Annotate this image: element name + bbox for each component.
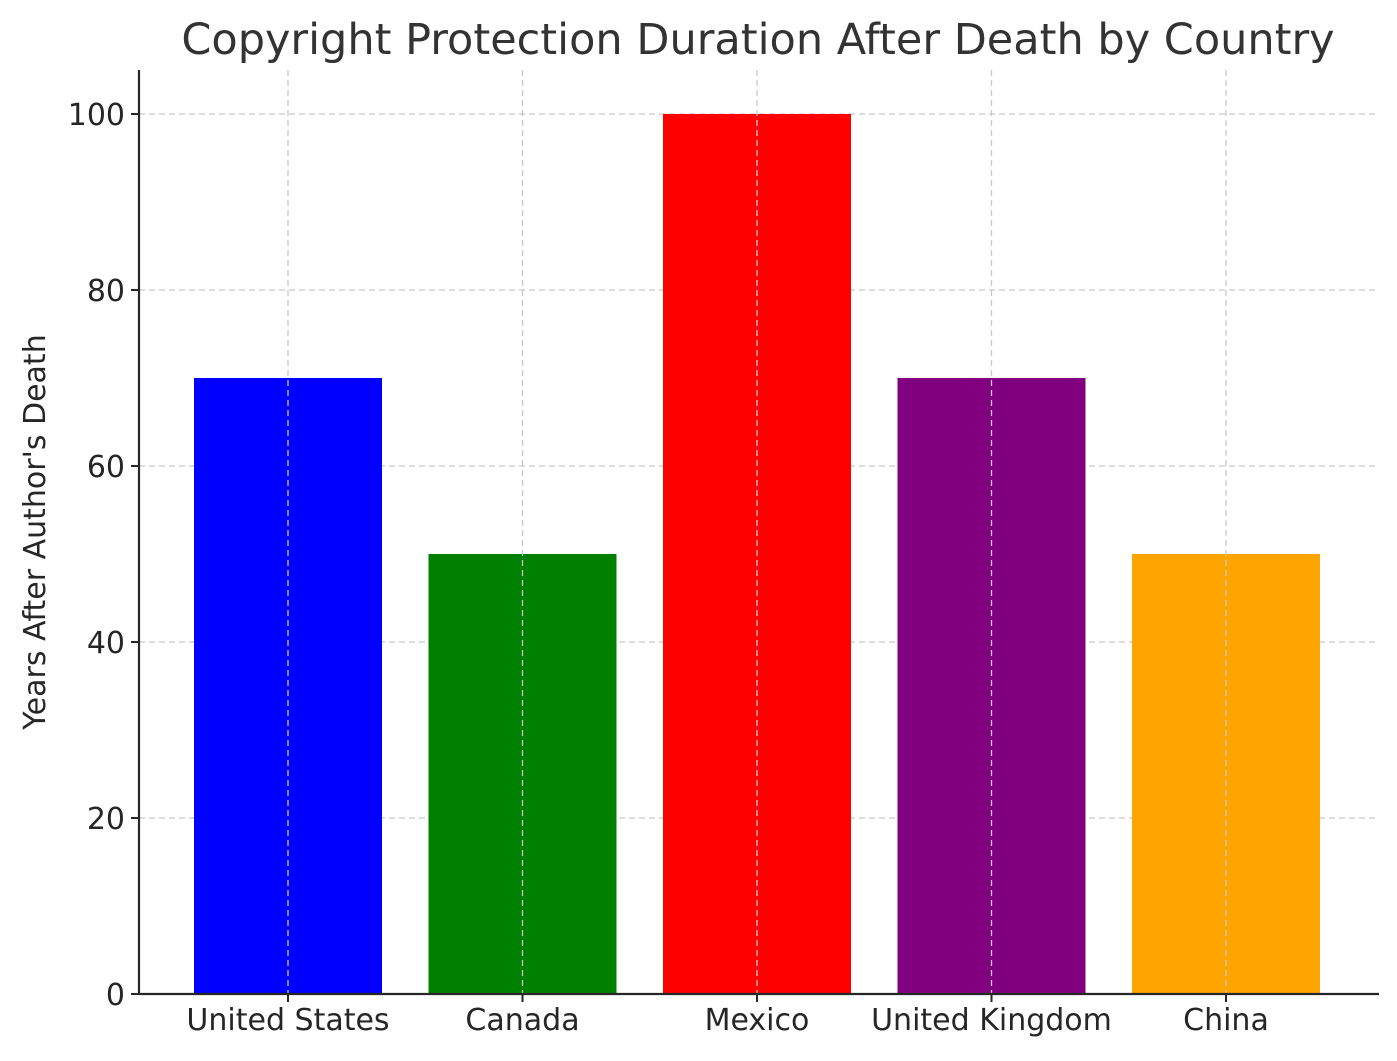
- x-tick-label: Mexico: [705, 1003, 810, 1038]
- x-tick-label: United Kingdom: [871, 1003, 1112, 1038]
- x-tick-label: United States: [186, 1003, 389, 1038]
- vertical-grid-lines: [287, 70, 1227, 994]
- y-tick-label: 80: [87, 274, 125, 309]
- y-tick-label: 0: [106, 978, 125, 1013]
- axes: [137, 70, 1379, 996]
- x-tick-label: Canada: [465, 1003, 579, 1038]
- chart-title: Copyright Protection Duration After Deat…: [181, 15, 1334, 65]
- x-tick-label: China: [1183, 1003, 1269, 1038]
- y-axis-label: Years After Author's Death: [18, 334, 53, 730]
- y-tick-label: 20: [87, 802, 125, 837]
- x-axis-ticks: United States Canada Mexico United Kingdom C…: [186, 994, 1269, 1038]
- y-tick-label: 60: [87, 450, 125, 485]
- y-tick-label: 40: [87, 626, 125, 661]
- y-tick-label: 100: [68, 98, 125, 133]
- y-axis-ticks: 0 20 40 60 80 100: [68, 98, 139, 1013]
